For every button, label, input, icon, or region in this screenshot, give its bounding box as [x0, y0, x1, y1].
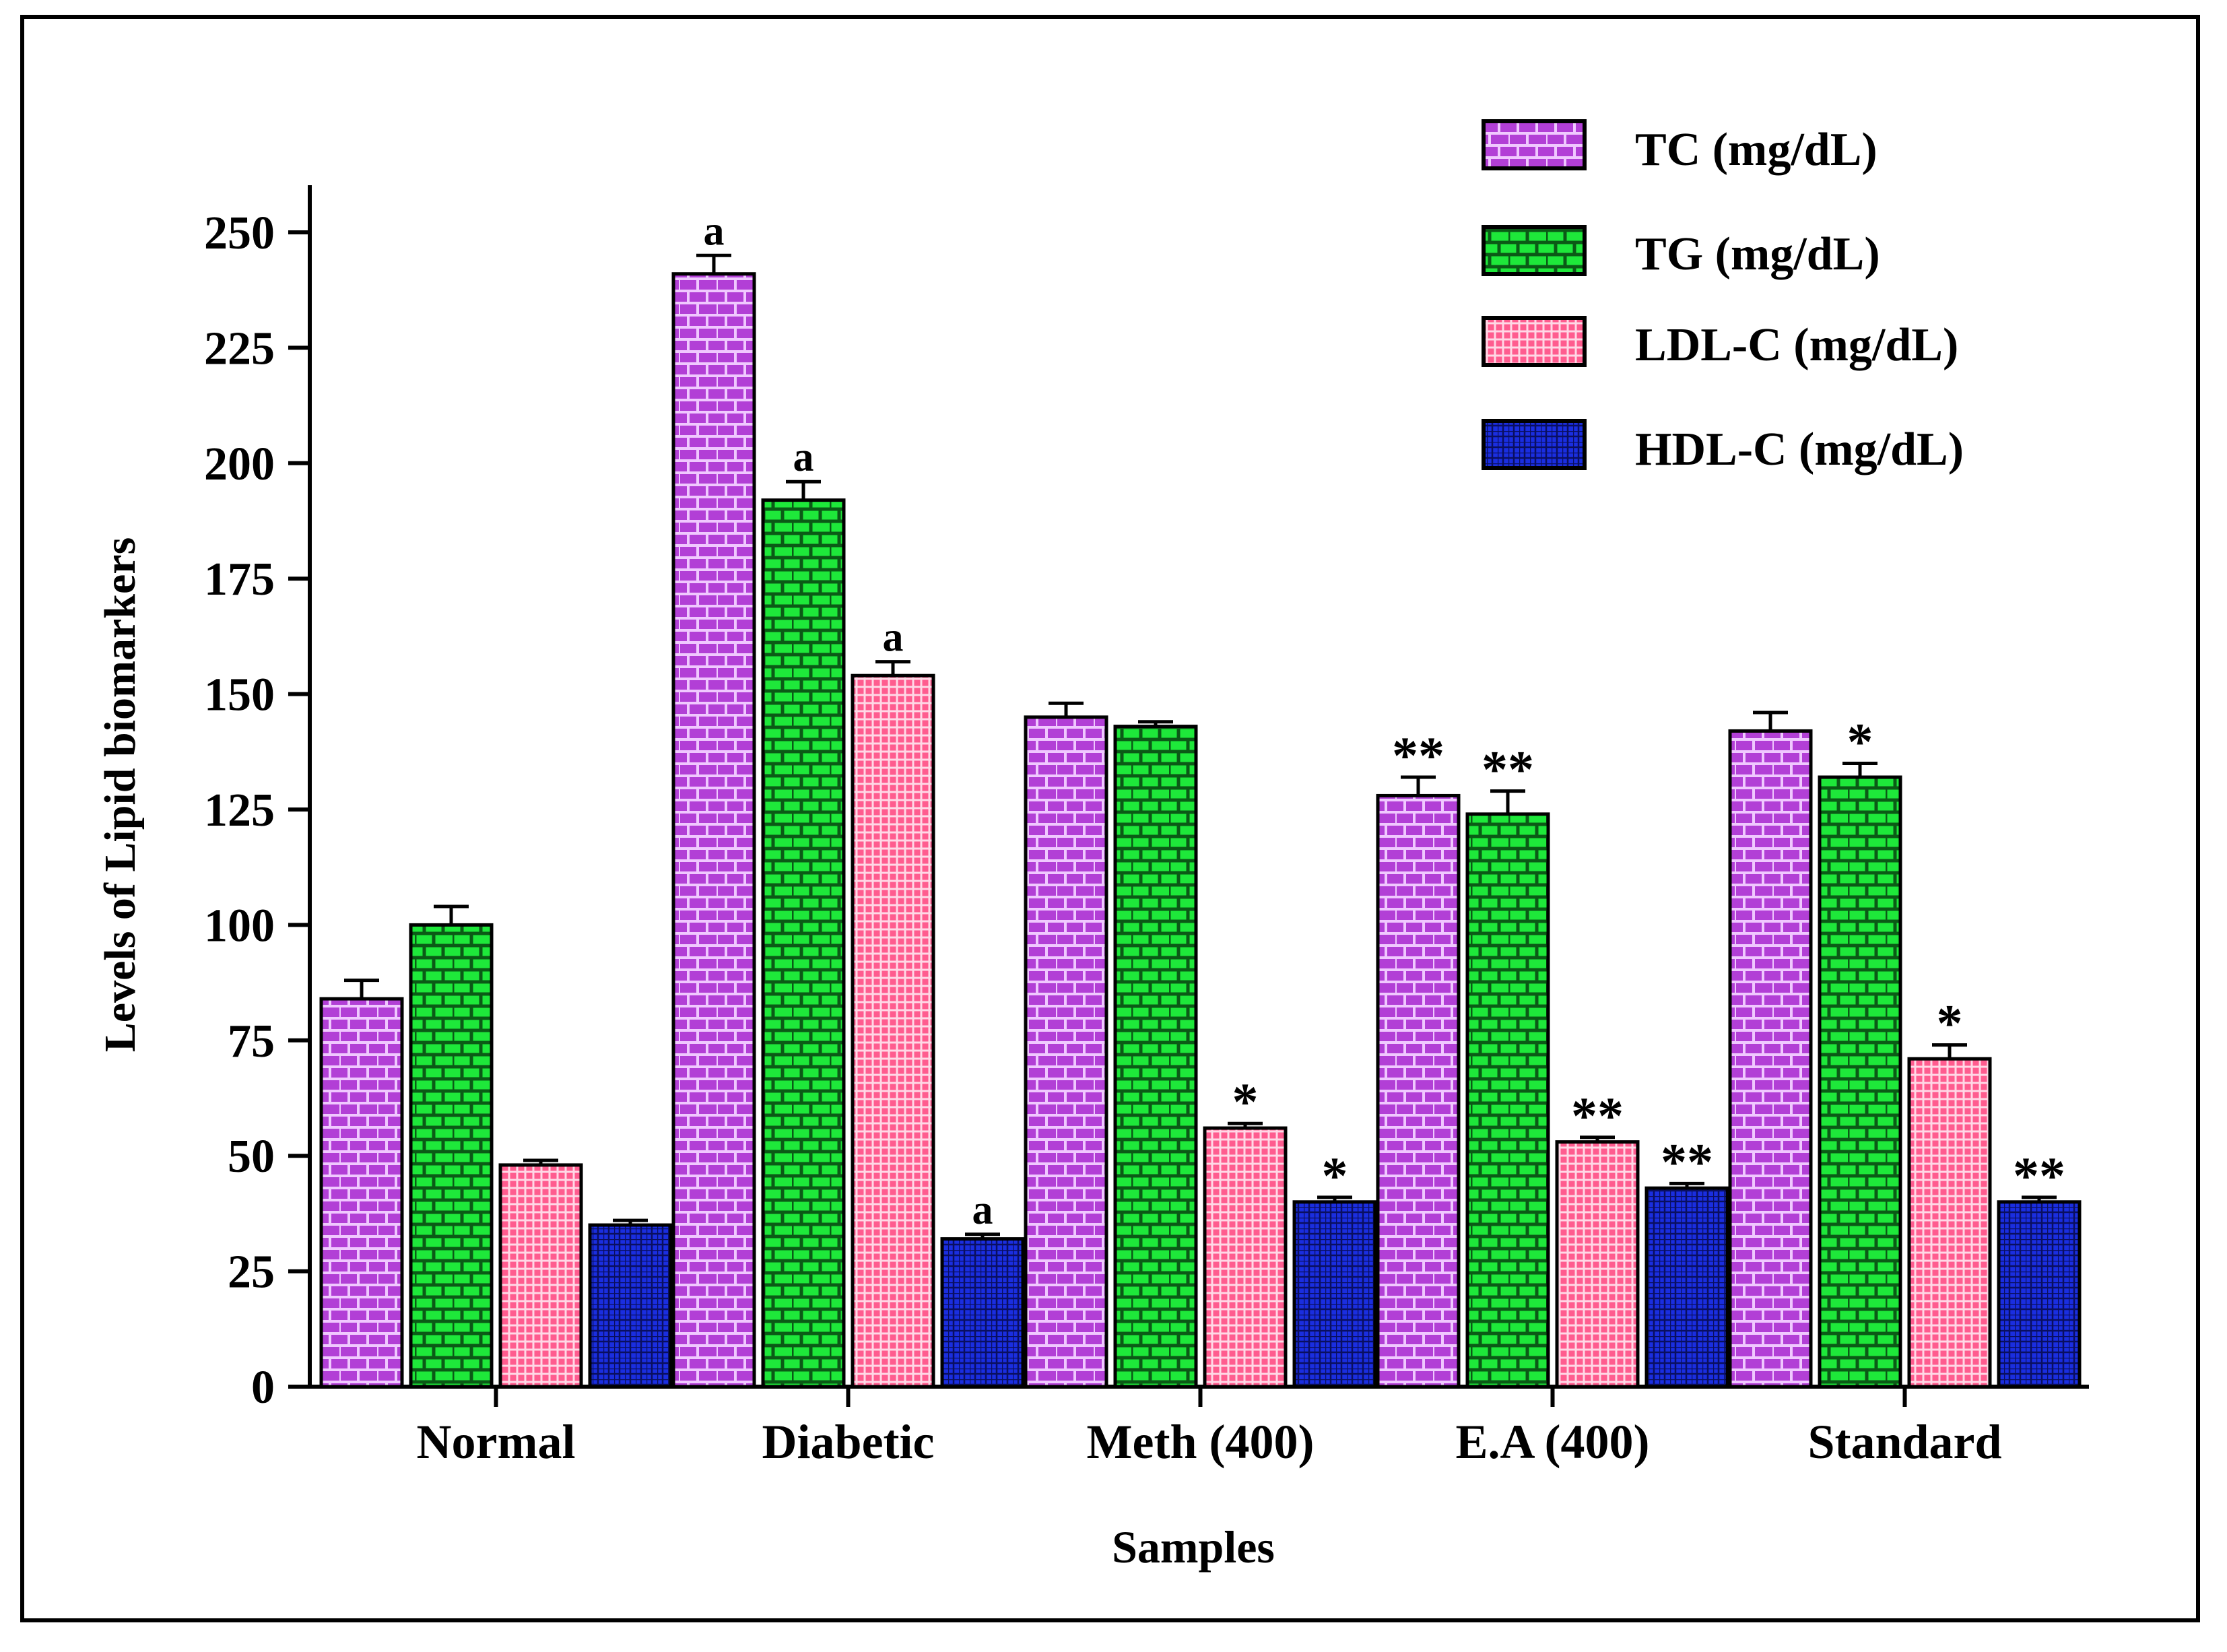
error-bars — [344, 253, 2057, 1239]
bar-ldl — [1555, 1140, 1640, 1389]
y-tick-label: 100 — [204, 900, 275, 952]
y-tick-label: 0 — [251, 1362, 275, 1414]
bar-hdl — [1997, 1200, 2082, 1389]
legend-swatch-ldl — [1482, 316, 1587, 367]
y-tick-label: 25 — [228, 1247, 275, 1298]
significance-label: * — [1322, 1146, 1348, 1205]
significance-label: a — [883, 615, 904, 661]
significance-label: ** — [1482, 740, 1534, 799]
legend-swatch-tg — [1482, 225, 1587, 276]
y-axis-ticks: 0 25 50 75 100 125 150 175 200 225 250 — [204, 207, 310, 1414]
x-axis-title: Samples — [1112, 1521, 1275, 1573]
bar-tg — [761, 498, 846, 1389]
legend: TC (mg/dL) TG (mg/dL) LDL-C (mg/dL) HDL-… — [1482, 119, 1964, 475]
y-tick-label: 125 — [204, 785, 275, 836]
y-axis-title: Levels of Lipid biomarkers — [96, 537, 145, 1053]
bar-tg — [1113, 725, 1198, 1389]
significance-label: ** — [1571, 1086, 1624, 1145]
bar-ldl — [1203, 1126, 1288, 1389]
bar-hdl — [940, 1237, 1025, 1389]
bar-tg — [1818, 775, 1902, 1389]
bar-hdl — [588, 1223, 673, 1389]
significance-label: a — [972, 1187, 993, 1233]
significance-label: * — [1232, 1072, 1259, 1131]
x-tick-label: E.A (400) — [1456, 1415, 1650, 1469]
x-axis-ticks: Normal Diabetic Meth (400) E.A (400) Standar… — [417, 1387, 2002, 1469]
significance-label: * — [1847, 712, 1873, 770]
bar-series — [319, 272, 2082, 1389]
significance-label: a — [704, 208, 725, 254]
bar-tg — [1465, 812, 1550, 1389]
legend-label-hdl: HDL-C (mg/dL) — [1635, 424, 1964, 475]
y-tick-label: 200 — [204, 438, 275, 490]
bar-tc — [1024, 715, 1108, 1389]
bar-tc — [1376, 793, 1461, 1389]
bar-ldl — [1907, 1057, 1992, 1389]
bar-tg — [409, 923, 494, 1389]
y-tick-label: 150 — [204, 669, 275, 721]
x-tick-label: Standard — [1807, 1415, 2001, 1469]
y-tick-label: 75 — [228, 1016, 275, 1067]
significance-label: ** — [1392, 726, 1444, 785]
significance-label: ** — [1661, 1132, 1713, 1191]
x-tick-label: Normal — [417, 1415, 576, 1469]
x-tick-label: Meth (400) — [1087, 1415, 1315, 1469]
significance-label: * — [1937, 994, 1963, 1053]
significance-label: a — [793, 434, 814, 480]
y-tick-label: 250 — [204, 207, 275, 259]
bar-tc — [1728, 729, 1813, 1389]
legend-label-tg: TG (mg/dL) — [1635, 228, 1880, 280]
bar-ldl — [851, 673, 935, 1389]
legend-label-ldl: LDL-C (mg/dL) — [1635, 319, 1958, 371]
bar-ldl — [498, 1163, 583, 1389]
bar-tc — [319, 997, 404, 1389]
significance-label: ** — [2013, 1146, 2065, 1205]
legend-swatch-tc — [1482, 119, 1587, 170]
y-tick-label: 225 — [204, 323, 275, 374]
legend-label-tc: TC (mg/dL) — [1635, 124, 1877, 176]
x-tick-label: Diabetic — [762, 1415, 935, 1469]
legend-swatch-hdl — [1482, 419, 1587, 470]
y-tick-label: 175 — [204, 554, 275, 605]
bar-tc — [671, 272, 756, 1389]
bar-hdl — [1644, 1186, 1729, 1389]
y-tick-label: 50 — [228, 1131, 275, 1183]
bar-hdl — [1292, 1200, 1377, 1389]
